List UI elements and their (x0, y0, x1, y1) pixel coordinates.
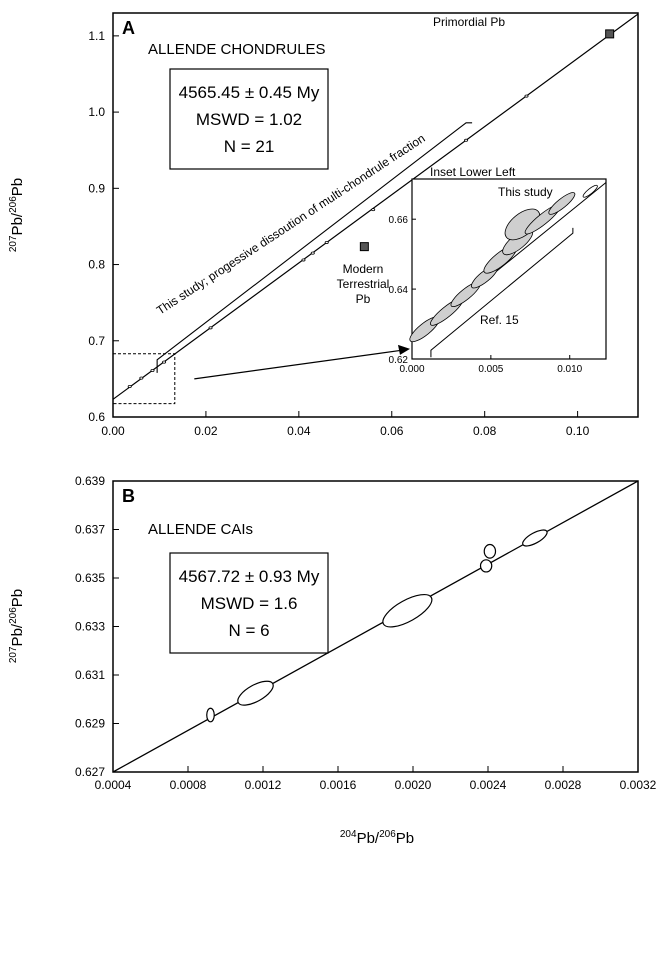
panel-a-xtick-label: 0.00 (101, 424, 125, 438)
inset-ticks: 0.000 0.005 0.010 0.62 0.64 0.66 (389, 215, 583, 375)
panel-a-ytick-label: 0.6 (88, 410, 105, 424)
panel-a-ytick-label: 0.9 (88, 181, 105, 195)
panel-b-subtitle: ALLENDE CAIs (148, 521, 253, 538)
panel-b-xtick-label: 0.0028 (545, 778, 582, 792)
panel-a-data-point (150, 369, 155, 373)
panel-b-xtick-label: 0.0016 (320, 778, 357, 792)
panel-b-ylabel: 207Pb/206Pb (8, 589, 26, 663)
panel-a-xtick-label: 0.02 (194, 424, 218, 438)
inset-this-study-ellipse (582, 184, 598, 198)
panel-b-data-ellipse (483, 543, 497, 559)
panel-a-result-box: 4565.45 ± 0.45 My MSWD = 1.02 N = 21 (169, 68, 329, 170)
panel-a-xtick-label: 0.06 (380, 424, 404, 438)
panel-b-n: N = 6 (228, 621, 269, 640)
inset-series-label: This study (498, 185, 553, 199)
panel-a-data-point (310, 251, 315, 255)
panel-b-ytick-label: 0.635 (75, 571, 105, 585)
panel-b-data-ellipse (479, 559, 493, 573)
panel-b-xtick-label: 0.0024 (470, 778, 507, 792)
inset-ref-label: Ref. 15 (480, 313, 519, 327)
panel-a-ytick-label: 0.7 (88, 334, 105, 348)
panel-a-isochron-line (112, 13, 639, 400)
panel-a-mswd: MSWD = 1.02 (196, 110, 302, 129)
inset-data-ellipse (548, 192, 576, 215)
panel-a-xtick-label: 0.08 (473, 424, 497, 438)
panel-a-modern-label-2: Terrestrial (337, 277, 390, 291)
inset-ytick-label: 0.66 (389, 215, 409, 226)
inset-title: Inset Lower Left (430, 165, 516, 179)
panel-a-ytick-label: 0.8 (88, 258, 105, 272)
panel-a-data-point (301, 258, 306, 262)
panel-a-age: 4565.45 ± 0.45 My (179, 83, 320, 102)
inset-plot: Inset Lower Left This study Ref. 15 0.00… (389, 165, 607, 375)
panel-a-ticks: 0.00 0.02 0.04 0.06 0.08 0.10 0.6 0.7 0.8 0.9 1.0 1… (88, 29, 589, 438)
panel-b-data-ellipse (522, 529, 548, 547)
panel-b-ticks: 0.0004 0.0008 0.0012 0.0016 0.0020 0.0024 0.00… (75, 474, 657, 792)
panel-b-isochron-line (112, 480, 639, 773)
panel-b-xtick-label: 0.0004 (95, 778, 132, 792)
panel-a-plot-frame (112, 12, 639, 418)
panel-a-study-bracket (156, 122, 473, 373)
panel-a-zoom-arrowhead (398, 344, 410, 355)
panel-b-ytick-label: 0.639 (75, 474, 105, 488)
panel-a-zoom-arrow (194, 349, 405, 380)
panel-a-n: N = 21 (224, 137, 275, 156)
panel-b-mswd: MSWD = 1.6 (201, 594, 298, 613)
panel-b-ytick-label: 0.637 (75, 523, 105, 537)
panel-a-xtick-label: 0.10 (566, 424, 590, 438)
panel-b-xtick-label: 0.0032 (620, 778, 657, 792)
panel-a-data-point (162, 360, 167, 364)
panel-b-xtick-label: 0.0008 (170, 778, 207, 792)
panel-a-ylabel: 207Pb/206Pb (8, 178, 26, 252)
inset-ytick-label: 0.62 (389, 355, 409, 366)
inset-xtick-label: 0.000 (399, 364, 424, 375)
panel-b-xtick-label: 0.0020 (395, 778, 432, 792)
inset-xtick-label: 0.010 (557, 364, 582, 375)
panel-b-ytick-label: 0.627 (75, 765, 105, 779)
panel-a-subtitle: ALLENDE CHONDRULES (148, 41, 326, 58)
panel-a-data-point (127, 385, 132, 389)
panel-a-primordial-point (605, 29, 615, 39)
panel-b-ytick-label: 0.631 (75, 668, 105, 682)
panel-a-zoom-region (112, 353, 176, 405)
panel-a-data-point (139, 376, 144, 380)
panel-a: A ALLENDE CHONDRULES 4565.45 ± 0.45 My M… (8, 12, 639, 438)
panel-b-data-ellipse (237, 680, 274, 706)
panel-b-ytick-label: 0.633 (75, 620, 105, 634)
panel-a-ytick-label: 1.0 (88, 105, 105, 119)
panel-a-ytick-label: 1.1 (88, 29, 105, 43)
panel-a-xtick-label: 0.04 (287, 424, 311, 438)
panel-b-age: 4567.72 ± 0.93 My (179, 567, 320, 586)
panel-a-data-point (464, 138, 469, 142)
panel-a-modern-label-3: Pb (356, 292, 371, 306)
panel-b-data-ellipse (382, 593, 433, 628)
panel-b-data-ellipse (206, 707, 215, 723)
panel-a-data-point (208, 326, 213, 330)
panel-b-result-box: 4567.72 ± 0.93 My MSWD = 1.6 N = 6 (169, 552, 329, 654)
panel-a-letter: A (122, 18, 135, 38)
panel-b: B ALLENDE CAIs 4567.72 ± 0.93 My MSWD = … (8, 474, 657, 847)
panel-a-data-point (324, 240, 329, 244)
panel-a-modern-label-1: Modern (343, 262, 384, 276)
panel-a-modern-point (359, 242, 369, 252)
panel-b-ytick-label: 0.629 (75, 717, 105, 731)
panel-b-xtick-label: 0.0012 (245, 778, 282, 792)
panel-a-data-point (371, 208, 376, 212)
panel-b-letter: B (122, 486, 135, 506)
panel-b-marks (112, 480, 639, 773)
inset-ref-bracket (430, 227, 574, 358)
panel-a-data-point (524, 94, 529, 98)
panel-a-marks (112, 13, 639, 405)
inset-marks (409, 182, 607, 358)
inset-ytick-label: 0.64 (389, 285, 409, 296)
panel-a-primordial-label: Primordial Pb (433, 15, 505, 29)
panel-b-xlabel: 204Pb/206Pb (340, 829, 414, 847)
inset-xtick-label: 0.005 (478, 364, 503, 375)
